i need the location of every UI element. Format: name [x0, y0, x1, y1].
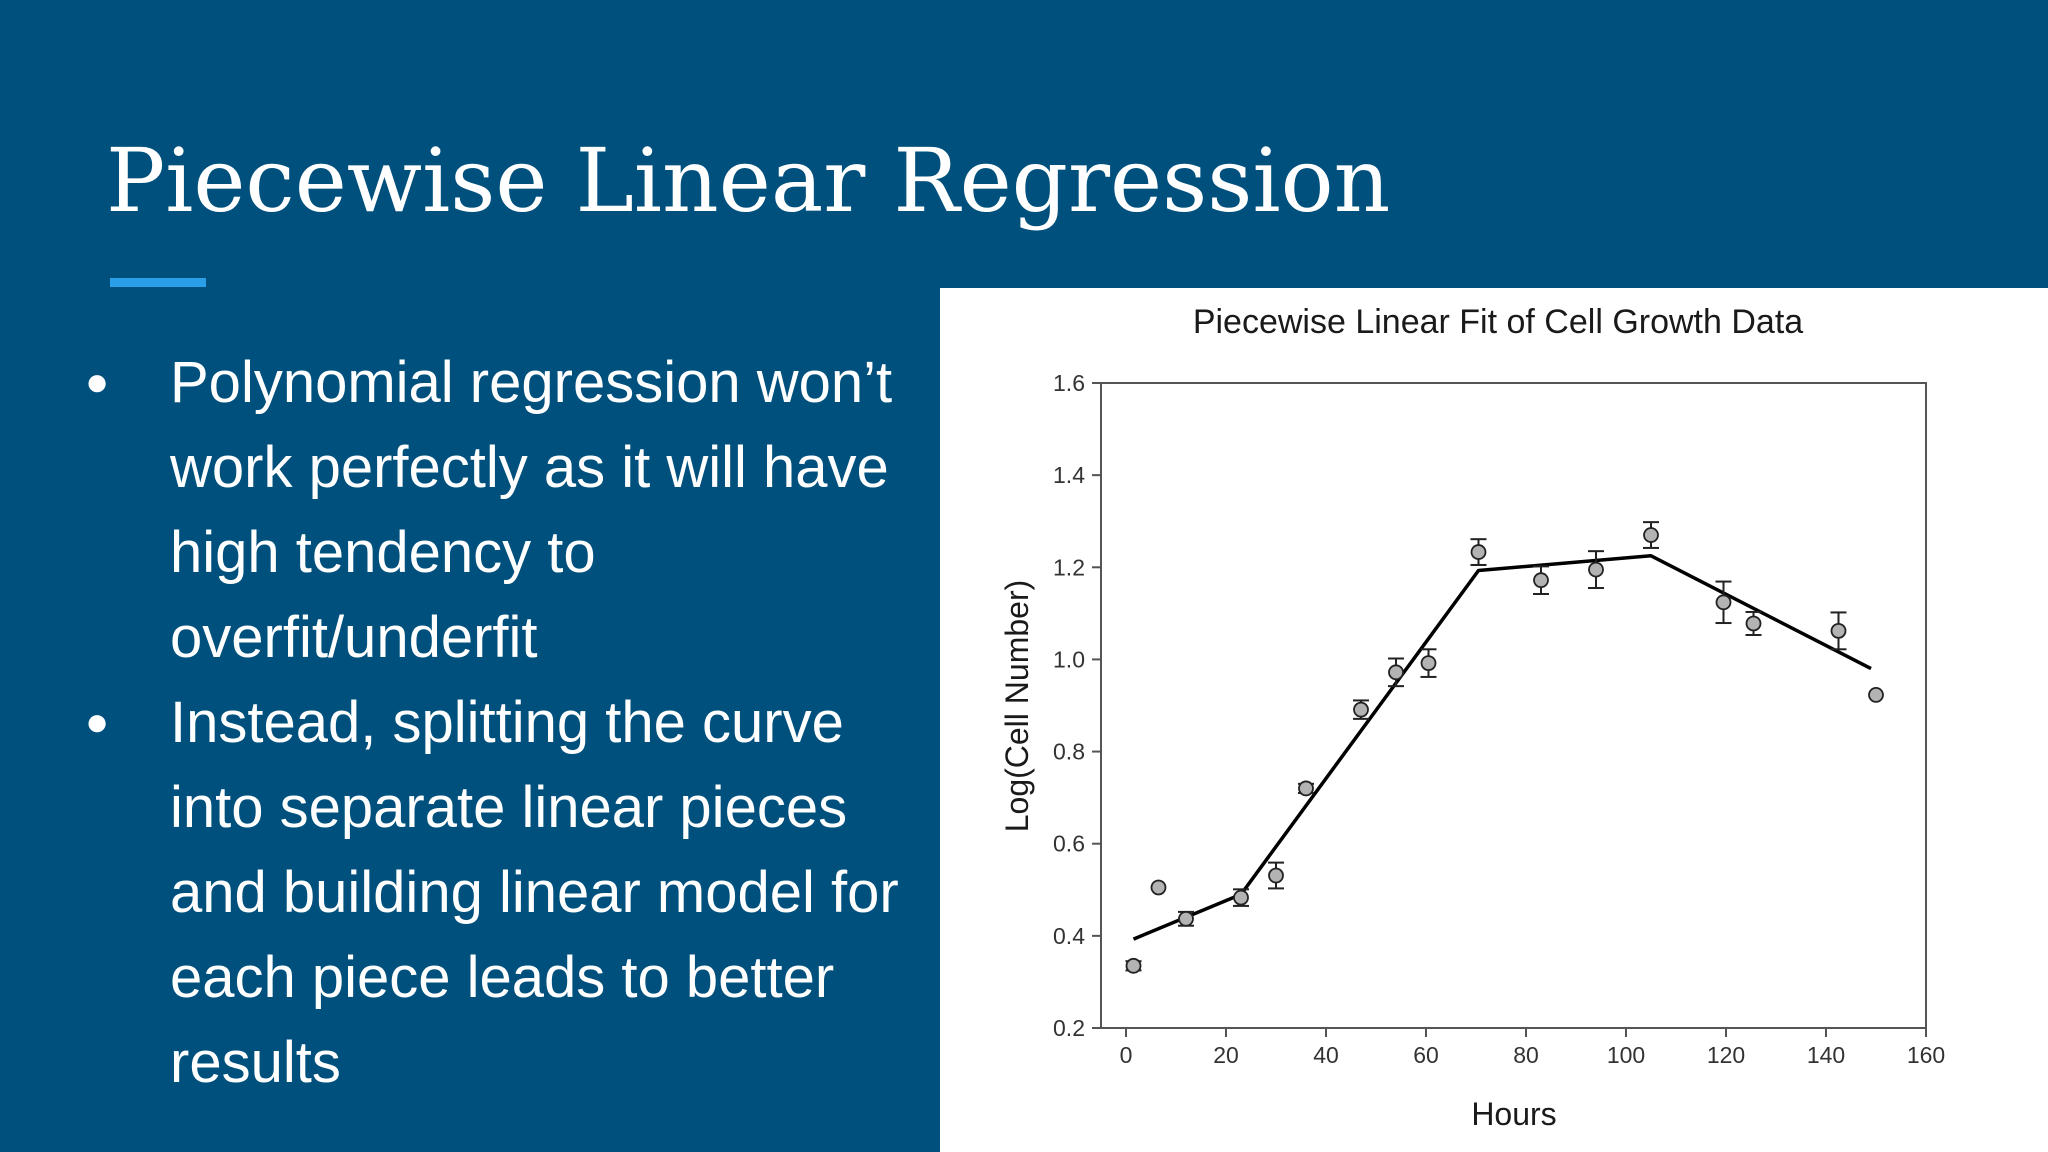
- data-point: [1178, 910, 1194, 927]
- x-axis-title: Hours: [1471, 1096, 1556, 1132]
- x-tick-label: 80: [1513, 1042, 1539, 1068]
- y-tick-label: 1.2: [1053, 554, 1085, 580]
- chart-panel: Piecewise Linear Fit of Cell Growth Data…: [940, 288, 2048, 1152]
- y-tick-label: 0.6: [1053, 831, 1085, 857]
- bullet-text: Polynomial regression won’t work perfect…: [170, 350, 893, 670]
- x-tick-label: 40: [1313, 1042, 1339, 1068]
- data-point: [1715, 594, 1732, 611]
- bullet-item: ● Instead, splitting the curve into sepa…: [82, 680, 912, 1105]
- bullet-item: ● Polynomial regression won’t work perfe…: [82, 340, 912, 680]
- plot-area-frame: [1100, 382, 1927, 1029]
- data-point: [1470, 544, 1487, 560]
- y-tick-label: 1.4: [1053, 462, 1085, 488]
- bullet-dot-icon: ●: [85, 700, 110, 744]
- data-point: [1125, 957, 1142, 974]
- x-tick-label: 160: [1907, 1042, 1945, 1068]
- y-axis-title: Log(Cell Number): [999, 580, 1035, 833]
- y-tick-label: 0.8: [1053, 739, 1085, 765]
- bullet-dot-icon: ●: [85, 360, 110, 404]
- y-tick-label: 0.2: [1053, 1015, 1085, 1041]
- chart-title: Piecewise Linear Fit of Cell Growth Data: [1193, 303, 1803, 341]
- data-point: [1745, 615, 1762, 632]
- x-tick-label: 20: [1213, 1042, 1239, 1068]
- data-point: [1830, 622, 1847, 639]
- y-tick-label: 1.6: [1053, 370, 1085, 396]
- data-point: [1533, 572, 1549, 589]
- bullet-list: ● Polynomial regression won’t work perfe…: [82, 340, 912, 1105]
- x-tick-label: 100: [1607, 1042, 1645, 1068]
- data-point: [1868, 687, 1884, 703]
- data-point: [1353, 701, 1369, 718]
- data-point: [1233, 889, 1249, 906]
- data-point: [1588, 561, 1604, 578]
- chart: Piecewise Linear Fit of Cell Growth Data…: [999, 303, 1945, 1132]
- title-accent-bar: [110, 278, 206, 287]
- data-point: [1150, 879, 1167, 896]
- data-point: [1420, 655, 1437, 672]
- x-tick-label: 60: [1413, 1042, 1439, 1068]
- x-tick-label: 140: [1807, 1042, 1845, 1068]
- y-tick-label: 0.4: [1053, 923, 1085, 949]
- y-tick-label: 1.0: [1053, 646, 1085, 672]
- fit-line: [1132, 554, 1872, 941]
- x-tick-label: 120: [1707, 1042, 1745, 1068]
- chart-marks: 0 20 40 60 80 100 120 140 160 0.2 0.4 0.6 0.8 1.0 1.2 1…: [1053, 370, 1945, 1068]
- data-point: [1643, 527, 1659, 543]
- slide-title: Piecewise Linear Regression: [106, 129, 1391, 232]
- data-point: [1268, 867, 1284, 884]
- x-tick-label: 0: [1120, 1042, 1133, 1068]
- data-point: [1298, 780, 1314, 797]
- data-point: [1388, 664, 1404, 681]
- bullet-text: Instead, splitting the curve into separa…: [170, 690, 899, 1095]
